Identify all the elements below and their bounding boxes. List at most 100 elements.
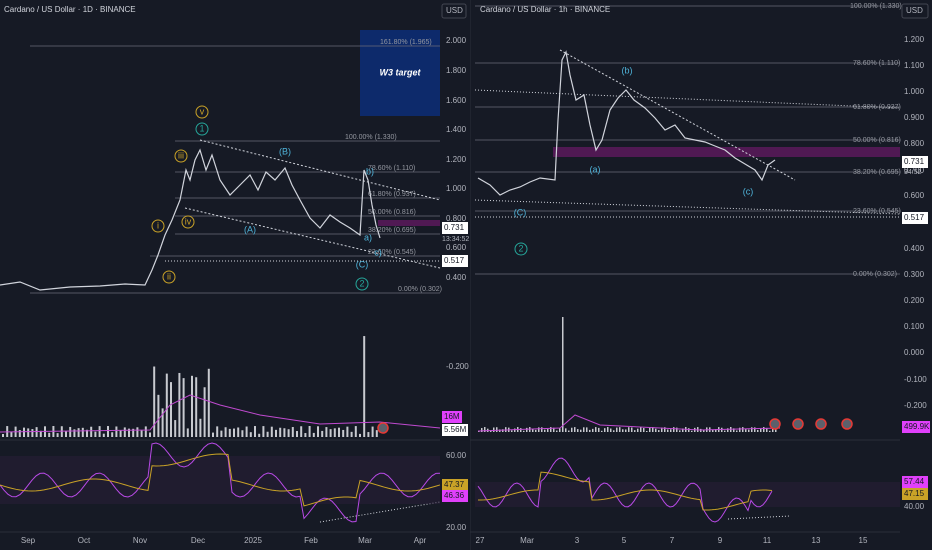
volume-bar bbox=[613, 430, 615, 432]
price-tag-label: 0.731 bbox=[904, 157, 925, 166]
volume-bar bbox=[86, 429, 88, 437]
wave-label: c) bbox=[374, 247, 382, 257]
event-icon bbox=[377, 422, 389, 434]
volume-bar bbox=[556, 430, 558, 432]
price-tag bbox=[902, 212, 928, 224]
volume-ma bbox=[0, 394, 441, 433]
zone bbox=[378, 220, 440, 226]
wave-label: i bbox=[157, 220, 159, 230]
price-path bbox=[477, 50, 776, 196]
volume-bar bbox=[652, 427, 654, 432]
volume-bar bbox=[262, 426, 265, 437]
wave-label: iii bbox=[178, 150, 184, 160]
volume-bar bbox=[607, 427, 609, 432]
volume-bar bbox=[532, 428, 534, 432]
volume-bar bbox=[10, 431, 13, 437]
wave-circle bbox=[514, 242, 528, 256]
volume-bar bbox=[661, 427, 663, 432]
time-label: Mar bbox=[520, 536, 534, 545]
wave-label: (C) bbox=[356, 259, 369, 269]
price-axis-label: 1.000 bbox=[904, 87, 925, 96]
volume-bar bbox=[514, 428, 516, 432]
time-label: 2025 bbox=[244, 536, 262, 545]
volume-bar bbox=[375, 430, 378, 437]
volume-bar bbox=[161, 408, 164, 437]
volume-bar bbox=[742, 427, 744, 432]
volume-bar bbox=[769, 430, 771, 432]
volume-bar bbox=[233, 428, 235, 437]
volume-bar bbox=[329, 429, 332, 437]
price-tag bbox=[442, 222, 468, 234]
volume-bar bbox=[203, 387, 206, 437]
volume-bar bbox=[165, 373, 168, 437]
price-axis-label: -0.200 bbox=[904, 401, 927, 410]
volume-bar bbox=[346, 426, 349, 437]
volume-ma bbox=[477, 414, 781, 432]
time-label: Dec bbox=[191, 536, 205, 545]
volume-bar bbox=[350, 431, 353, 437]
volume-bar bbox=[610, 428, 612, 432]
price-tag-label: 5.56M bbox=[444, 425, 467, 434]
volume-bar bbox=[568, 430, 570, 432]
unit-label: USD bbox=[906, 6, 923, 15]
volume-bar bbox=[688, 428, 690, 432]
volume-bar bbox=[300, 426, 303, 437]
volume-bar bbox=[107, 426, 109, 437]
volume-bar bbox=[580, 429, 582, 432]
fib-label: 78.60% (1.110) bbox=[853, 60, 900, 67]
volume-bar bbox=[757, 429, 759, 432]
fib-label: 100.00% (1.330) bbox=[850, 3, 902, 10]
volume-bar bbox=[90, 426, 93, 437]
volume-bar bbox=[553, 427, 555, 432]
price-axis-label: 0.200 bbox=[904, 296, 925, 305]
price-tag bbox=[442, 479, 468, 491]
price-tag bbox=[902, 488, 928, 500]
volume-bar bbox=[18, 430, 21, 437]
volume-bar bbox=[249, 432, 252, 437]
price-axis-label: 0.400 bbox=[446, 273, 467, 282]
volume-bar bbox=[111, 432, 114, 437]
rsi-line bbox=[0, 442, 441, 523]
volume-bar bbox=[186, 428, 189, 437]
wave-label: (c) bbox=[743, 186, 754, 196]
volume-bar bbox=[65, 431, 67, 437]
price-tag-label: 0.517 bbox=[444, 256, 465, 265]
volume-bar bbox=[736, 430, 738, 432]
volume-bar bbox=[604, 428, 606, 432]
price-tag-label: 0.731 bbox=[444, 223, 465, 232]
volume-bar bbox=[359, 433, 361, 437]
time-label: 7 bbox=[670, 536, 675, 545]
volume-bar bbox=[526, 427, 528, 432]
volume-bar bbox=[291, 427, 294, 437]
price-axis-label: 0.800 bbox=[446, 214, 467, 223]
time-label: 5 bbox=[622, 536, 627, 545]
price-tag bbox=[442, 411, 462, 423]
price-axis-label: 1.200 bbox=[446, 155, 467, 164]
unit-label: USD bbox=[446, 6, 463, 15]
trendline bbox=[319, 501, 441, 523]
volume-bar bbox=[646, 430, 648, 432]
volume-bar bbox=[493, 427, 495, 432]
price-tag bbox=[902, 421, 930, 433]
volume-bar bbox=[220, 430, 223, 437]
price-tag-label: 0.517 bbox=[904, 213, 925, 222]
volume-bar bbox=[140, 430, 143, 437]
fib-label: 0.00% (0.302) bbox=[853, 271, 897, 278]
price-axis-label: 1.200 bbox=[904, 35, 925, 44]
rsi-line bbox=[477, 457, 773, 523]
wave-circle bbox=[195, 122, 209, 136]
volume-bar bbox=[637, 428, 639, 432]
wave-label: iv bbox=[185, 216, 192, 226]
volume-bar bbox=[270, 426, 273, 437]
volume-bar bbox=[724, 430, 726, 432]
volume-bar bbox=[523, 430, 525, 432]
chart-title: Cardano / US Dollar · 1h · BINANCE bbox=[480, 5, 610, 14]
volume-bar bbox=[577, 429, 579, 432]
volume-bar bbox=[754, 427, 756, 432]
volume-bar bbox=[562, 317, 564, 432]
volume-bar bbox=[367, 432, 370, 437]
volume-bar bbox=[676, 427, 678, 432]
volume-bar bbox=[325, 427, 328, 437]
wave-label: (A) bbox=[244, 224, 256, 234]
volume-bar bbox=[338, 427, 340, 437]
